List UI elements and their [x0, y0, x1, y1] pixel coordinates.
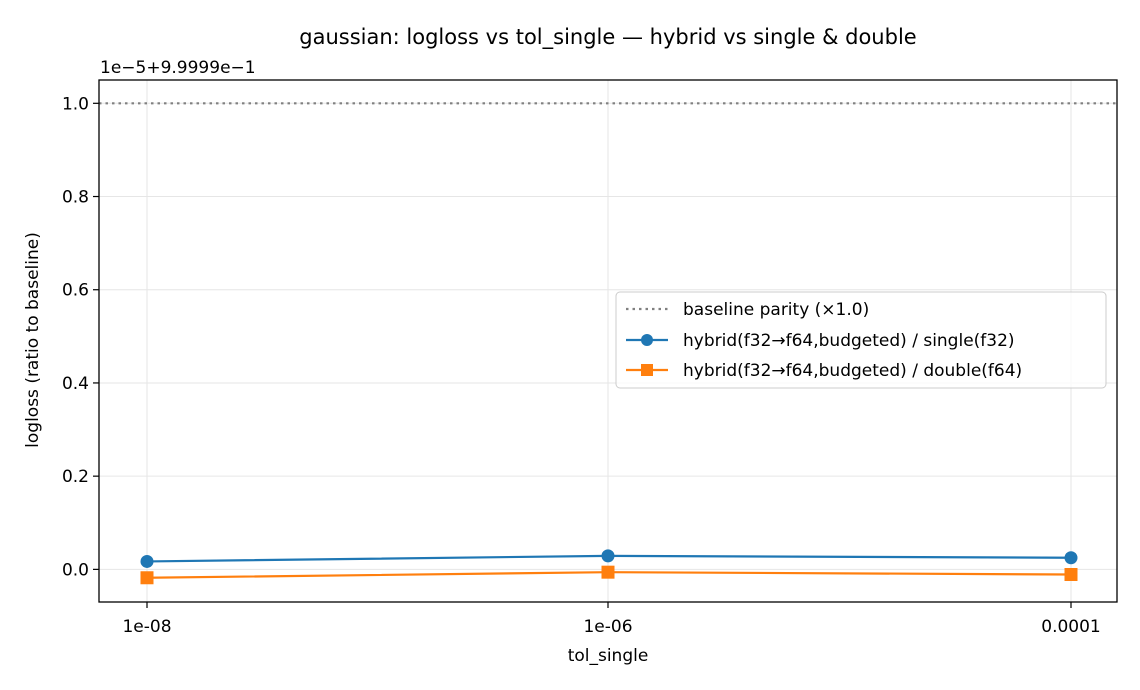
data-point-double: [601, 565, 615, 579]
data-point-double: [1064, 568, 1078, 582]
x-axis-label: tol_single: [568, 646, 649, 666]
legend-marker-single: [641, 334, 653, 346]
x-tick-label: 1e-08: [122, 617, 171, 637]
y-axis-label: logloss (ratio to baseline): [23, 232, 43, 448]
legend-box: [615, 291, 1107, 389]
x-tick-label: 1e-06: [583, 617, 632, 637]
data-point-single: [601, 549, 615, 563]
legend-label-single: hybrid(f32→f64,budgeted) / single(f32): [683, 331, 1015, 351]
legend-label-double: hybrid(f32→f64,budgeted) / double(f64): [683, 361, 1022, 381]
y-tick-label: 0.8: [62, 188, 89, 208]
data-point-single: [1064, 551, 1078, 565]
x-tick-label: 0.0001: [1041, 617, 1100, 637]
legend-marker-double: [641, 364, 653, 376]
y-tick-label: 0.6: [62, 281, 89, 301]
y-tick-label: 0.4: [62, 374, 89, 394]
data-point-double: [140, 571, 154, 585]
axis-layer: 1e-08 1e-06 0.0001 0.0 0.2 0.4 0.6 0.8 1.0: [62, 94, 1101, 637]
legend-label-baseline: baseline parity (×1.0): [683, 300, 869, 320]
data-point-single: [140, 554, 154, 568]
legend: baseline parity (×1.0) hybrid(f32→f64,bu…: [615, 291, 1107, 389]
chart-title: gaussian: logloss vs tol_single — hybrid…: [299, 25, 916, 50]
y-tick-label: 0.0: [62, 560, 89, 580]
y-tick-label: 0.2: [62, 467, 89, 487]
series-layer: [99, 102, 1117, 585]
y-tick-label: 1.0: [62, 94, 89, 114]
y-offset-label: 1e−5+9.9999e−1: [100, 58, 256, 78]
